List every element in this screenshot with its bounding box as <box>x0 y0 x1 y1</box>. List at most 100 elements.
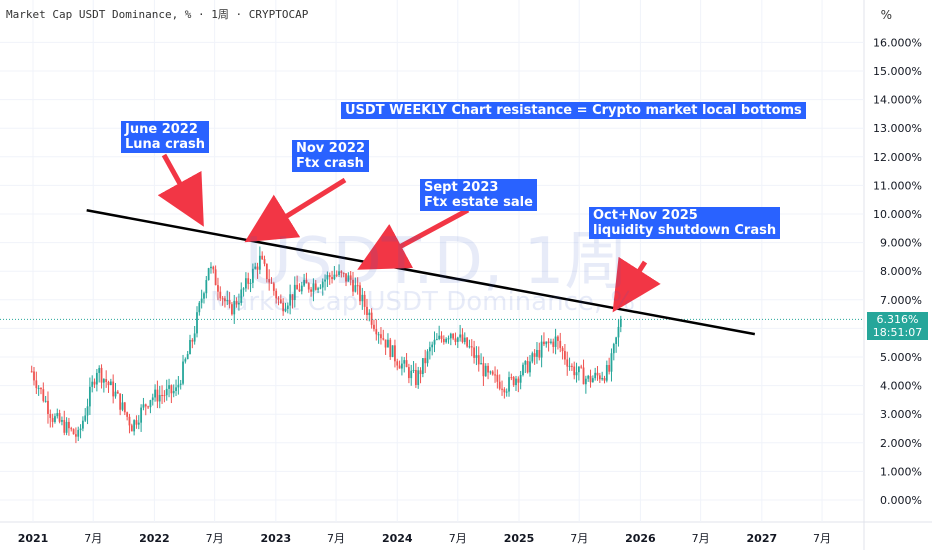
candle-body <box>601 377 604 380</box>
candle-body <box>573 366 576 376</box>
candle-body <box>35 380 38 389</box>
candle-body <box>61 420 63 422</box>
candle-body <box>529 361 531 373</box>
candle-body <box>165 388 168 396</box>
price-axis[interactable]: 0.000%1.000%2.000%3.000%4.000%5.000%6.00… <box>873 36 922 507</box>
candle-body <box>198 302 201 313</box>
time-axis[interactable]: 2021 7月 2022 7月 2023 7月 2024 7月 2025 7月 2026 7月 2027… <box>18 532 831 545</box>
candle-body <box>407 367 410 379</box>
candle-body <box>56 413 59 417</box>
arrow-luna[interactable] <box>157 153 204 227</box>
candle-body <box>605 365 608 381</box>
candle-body <box>454 338 457 342</box>
candle-body <box>612 343 615 354</box>
candle-body <box>524 361 527 365</box>
candle-body <box>447 338 450 340</box>
candle-body <box>501 388 503 390</box>
candle-body <box>545 341 548 345</box>
resistance-trendline[interactable] <box>86 209 756 336</box>
candle-body <box>417 370 420 385</box>
y-tick-label: 13.000% <box>873 122 922 135</box>
candle-body <box>251 268 254 283</box>
x-tick-label: 7月 <box>570 532 588 545</box>
candle-body <box>307 283 310 290</box>
candle-body <box>154 389 156 398</box>
candle-body <box>142 404 145 408</box>
candle-body <box>151 397 154 401</box>
candle-body <box>30 371 33 373</box>
arrow-ftx[interactable] <box>244 177 347 243</box>
candle-body <box>449 333 452 339</box>
note-ftx-estate[interactable]: Sept 2023 Ftx estate sale <box>420 179 537 211</box>
y-tick-label: 10.000% <box>873 208 922 221</box>
candle-body <box>249 282 252 284</box>
candle-body <box>79 428 82 430</box>
candle-body <box>312 283 315 292</box>
candle-body <box>491 371 494 375</box>
candle-body <box>619 319 622 327</box>
y-tick-label: 14.000% <box>873 94 922 107</box>
candle-body <box>382 338 385 340</box>
candle-body <box>224 298 226 302</box>
x-tick-label: 2026 <box>625 532 656 545</box>
candle-body <box>238 302 240 305</box>
y-tick-label: 0.000% <box>880 494 922 507</box>
note-luna-crash[interactable]: June 2022 Luna crash <box>121 121 209 153</box>
candle-body <box>81 420 84 429</box>
candle-body <box>466 337 469 347</box>
candle-body <box>543 341 545 345</box>
candle-body <box>58 413 61 422</box>
candle-body <box>550 341 552 343</box>
candle-body <box>570 365 573 367</box>
candle-body <box>526 361 529 373</box>
candle-body <box>277 298 280 300</box>
candle-body <box>268 279 271 283</box>
candle-body <box>477 355 480 365</box>
y-tick-label: 12.000% <box>873 151 922 164</box>
candle-body <box>130 425 133 432</box>
note-ftx-crash[interactable]: Nov 2022 Ftx crash <box>292 140 369 172</box>
candle-body <box>305 279 308 284</box>
candle-body <box>168 385 170 389</box>
candle-body <box>515 378 517 386</box>
candle-body <box>286 305 289 310</box>
note-liquidity-crash[interactable]: Oct+Nov 2025 liquidity shutdown Crash <box>589 207 781 239</box>
candle-body <box>44 400 47 402</box>
candle-body <box>498 381 501 389</box>
candle-body <box>284 309 287 312</box>
watermark-name: Market Cap USDT Dominance, % <box>210 287 636 317</box>
arrow-estate[interactable] <box>357 207 470 270</box>
candle-body <box>480 363 482 365</box>
candle-body <box>91 381 94 387</box>
candle-body <box>158 394 161 402</box>
candle-body <box>221 298 224 300</box>
candle-body <box>352 279 354 292</box>
y-tick-label: 1.000% <box>880 465 922 478</box>
candle-body <box>359 285 361 302</box>
candle-body <box>314 283 317 290</box>
candle-body <box>445 338 448 343</box>
candle-body <box>247 278 250 284</box>
note-title[interactable]: USDT WEEKLY Chart resistance = Crypto ma… <box>341 102 806 119</box>
x-tick-label: 7月 <box>327 532 345 545</box>
candle-body <box>396 361 399 366</box>
candle-body <box>587 375 590 379</box>
candle-body <box>431 344 434 348</box>
x-tick-label: 7月 <box>84 532 102 545</box>
candle-body <box>568 365 571 367</box>
candle-body <box>189 339 191 355</box>
candle-body <box>42 389 45 401</box>
y-tick-label: 15.000% <box>873 65 922 78</box>
arrow-liquidity[interactable] <box>612 256 661 313</box>
candle-body <box>65 421 68 433</box>
chart-header[interactable]: Market Cap USDT Dominance, % · 1周 · CRYP… <box>6 8 309 21</box>
x-tick-label: 2022 <box>139 532 170 545</box>
candle-body <box>608 365 611 372</box>
candle-body <box>540 341 543 358</box>
candle-body <box>70 428 73 430</box>
candle-body <box>561 347 564 352</box>
x-tick-label: 7月 <box>449 532 467 545</box>
candle-body <box>40 387 42 390</box>
candle-body <box>102 379 105 383</box>
